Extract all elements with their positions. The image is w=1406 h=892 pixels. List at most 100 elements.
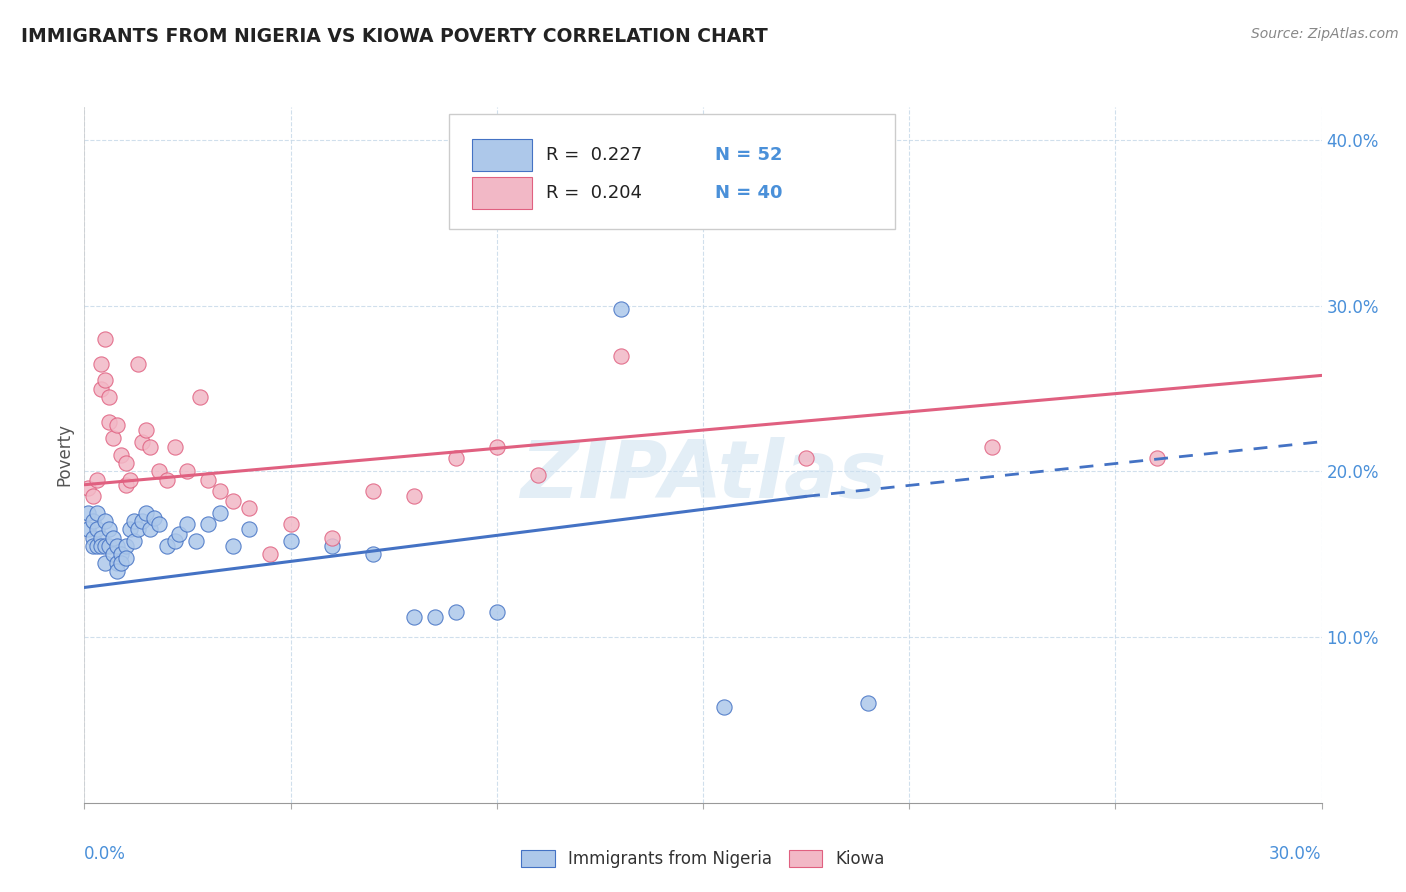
Point — [98, 390, 121, 404]
Point — [122, 514, 145, 528]
Point — [86, 506, 108, 520]
Point — [86, 473, 108, 487]
Point — [361, 484, 384, 499]
Point — [82, 514, 104, 528]
Point — [90, 539, 112, 553]
Point — [131, 514, 153, 528]
Point — [176, 465, 198, 479]
Point — [794, 451, 817, 466]
Point — [127, 357, 149, 371]
Point — [103, 431, 125, 445]
FancyBboxPatch shape — [450, 114, 894, 229]
Point — [110, 556, 132, 570]
Point — [197, 473, 219, 487]
Point — [485, 440, 508, 454]
Point — [98, 415, 121, 429]
Text: IMMIGRANTS FROM NIGERIA VS KIOWA POVERTY CORRELATION CHART: IMMIGRANTS FROM NIGERIA VS KIOWA POVERTY… — [21, 27, 768, 45]
FancyBboxPatch shape — [471, 139, 533, 171]
Point — [527, 467, 550, 482]
Point — [114, 539, 136, 553]
Point — [321, 539, 343, 553]
Point — [209, 484, 232, 499]
Y-axis label: Poverty: Poverty — [55, 424, 73, 486]
Point — [197, 517, 219, 532]
Point — [188, 390, 211, 404]
Point — [176, 517, 198, 532]
Point — [856, 697, 879, 711]
Point — [361, 547, 384, 561]
Point — [98, 539, 121, 553]
Text: R =  0.204: R = 0.204 — [546, 185, 643, 202]
Point — [444, 605, 467, 619]
Point — [118, 473, 141, 487]
Point — [131, 434, 153, 449]
Point — [167, 527, 190, 541]
Point — [280, 517, 302, 532]
Point — [280, 534, 302, 549]
Point — [77, 523, 100, 537]
Point — [713, 699, 735, 714]
Text: 30.0%: 30.0% — [1270, 845, 1322, 863]
Point — [222, 539, 245, 553]
Point — [77, 481, 100, 495]
FancyBboxPatch shape — [471, 178, 533, 210]
Text: Source: ZipAtlas.com: Source: ZipAtlas.com — [1251, 27, 1399, 41]
Point — [444, 451, 467, 466]
Point — [105, 556, 128, 570]
Point — [105, 564, 128, 578]
Point — [82, 531, 104, 545]
Point — [222, 494, 245, 508]
Point — [609, 302, 631, 317]
Point — [114, 477, 136, 491]
Point — [82, 539, 104, 553]
Point — [114, 550, 136, 565]
Point — [259, 547, 281, 561]
Point — [321, 531, 343, 545]
Point — [86, 523, 108, 537]
Point — [94, 514, 117, 528]
Point — [118, 523, 141, 537]
Point — [1146, 451, 1168, 466]
Point — [103, 547, 125, 561]
Point — [609, 349, 631, 363]
Point — [105, 539, 128, 553]
Point — [238, 523, 260, 537]
Legend: Immigrants from Nigeria, Kiowa: Immigrants from Nigeria, Kiowa — [515, 843, 891, 874]
Point — [139, 523, 162, 537]
Point — [90, 382, 112, 396]
Point — [94, 332, 117, 346]
Point — [82, 489, 104, 503]
Point — [980, 440, 1002, 454]
Point — [110, 448, 132, 462]
Point — [94, 373, 117, 387]
Point — [122, 534, 145, 549]
Point — [86, 539, 108, 553]
Point — [90, 357, 112, 371]
Point — [156, 473, 179, 487]
Point — [165, 440, 187, 454]
Point — [135, 423, 157, 437]
Text: R =  0.227: R = 0.227 — [546, 146, 643, 164]
Point — [135, 506, 157, 520]
Point — [127, 523, 149, 537]
Point — [110, 547, 132, 561]
Point — [90, 531, 112, 545]
Point — [156, 539, 179, 553]
Point — [404, 610, 426, 624]
Point — [139, 440, 162, 454]
Point — [98, 523, 121, 537]
Point — [209, 506, 232, 520]
Point — [148, 465, 170, 479]
Point — [165, 534, 187, 549]
Point — [238, 500, 260, 515]
Point — [423, 610, 446, 624]
Point — [105, 418, 128, 433]
Text: N = 40: N = 40 — [716, 185, 783, 202]
Point — [184, 534, 207, 549]
Point — [103, 531, 125, 545]
Point — [148, 517, 170, 532]
Point — [94, 539, 117, 553]
Point — [485, 605, 508, 619]
Point — [94, 556, 117, 570]
Point — [114, 456, 136, 470]
